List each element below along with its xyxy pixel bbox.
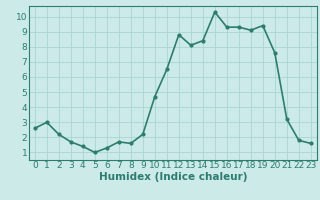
X-axis label: Humidex (Indice chaleur): Humidex (Indice chaleur) xyxy=(99,172,247,182)
